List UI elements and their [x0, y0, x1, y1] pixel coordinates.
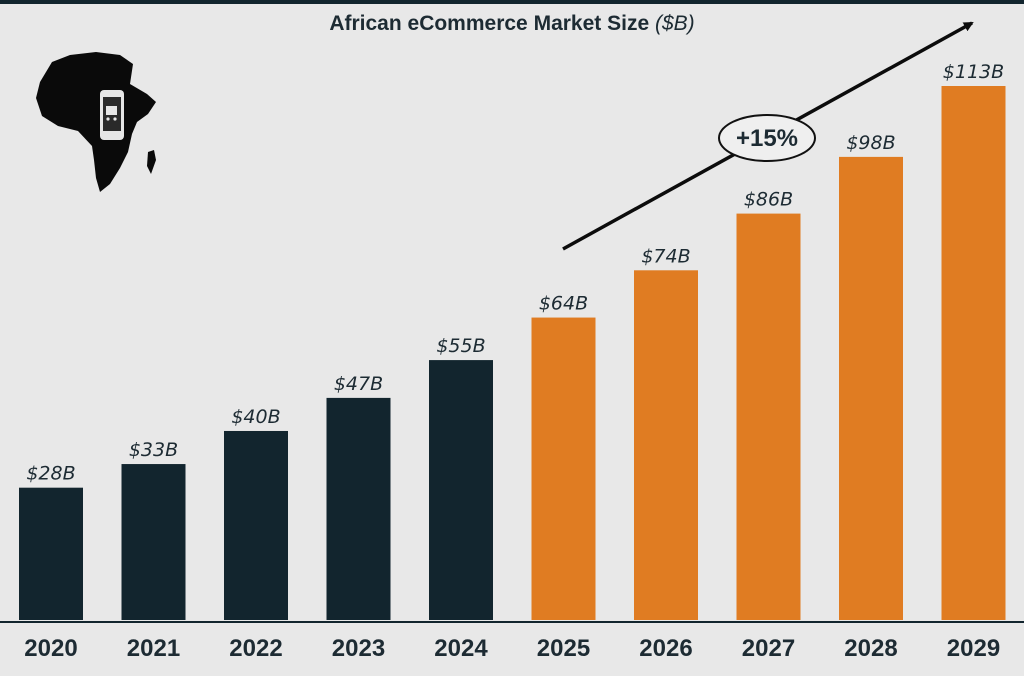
chart-title-text: African eCommerce Market Size: [329, 12, 650, 35]
bar-2024: [429, 360, 493, 620]
bar-2021: [121, 464, 186, 620]
data-label-2022: $40B: [231, 406, 280, 428]
growth-annotation: +15%: [718, 114, 816, 162]
chart-title-unit: ($B): [654, 12, 695, 35]
x-tick-label-2027: 2027: [742, 635, 795, 662]
smartphone-cart-icon: [100, 90, 124, 140]
data-label-2024: $55B: [436, 335, 485, 357]
data-label-2027: $86B: [744, 189, 793, 211]
data-label-2026: $74B: [641, 245, 690, 267]
top-border: [0, 0, 1024, 4]
data-label-2021: $33B: [129, 439, 178, 461]
bar-2026: [634, 270, 698, 620]
x-tick-label-2028: 2028: [844, 635, 897, 662]
x-tick-label-2029: 2029: [947, 635, 1000, 662]
madagascar-shape: [147, 150, 156, 174]
x-tick-label-2026: 2026: [639, 635, 692, 662]
bar-2028: [839, 156, 903, 620]
x-tick-label-2023: 2023: [332, 635, 385, 662]
x-tick-label-2025: 2025: [537, 635, 590, 662]
bar-2029: [941, 86, 1006, 620]
data-label-2023: $47B: [334, 373, 383, 395]
x-tick-label-2020: 2020: [24, 635, 77, 662]
x-tick-label-2024: 2024: [434, 635, 488, 662]
chart-title: African eCommerce Market Size ($B): [0, 12, 1024, 36]
data-label-2020: $28B: [26, 463, 75, 485]
data-label-2029: $113B: [943, 61, 1004, 83]
x-tick-label-2022: 2022: [229, 635, 282, 662]
bar-2020: [19, 487, 83, 620]
growth-ellipse: [718, 114, 816, 162]
bar-2027: [736, 213, 801, 620]
growth-label: +15%: [736, 125, 798, 152]
bar-2023: [326, 397, 391, 620]
africa-map-icon: [36, 52, 156, 192]
data-label-2028: $98B: [846, 132, 895, 154]
x-tick-label-2021: 2021: [127, 635, 180, 662]
bar-2025: [531, 317, 596, 620]
bar-2022: [224, 430, 288, 620]
data-label-2025: $64B: [539, 293, 588, 315]
